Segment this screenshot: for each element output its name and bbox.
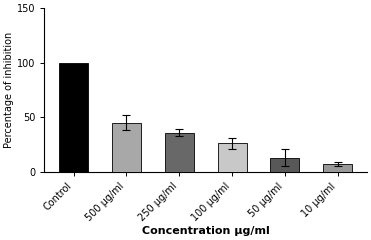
Bar [165,132,194,172]
Bar [112,123,141,172]
Bar [217,144,247,172]
Bar [59,63,88,172]
X-axis label: Concentration μg/ml: Concentration μg/ml [142,226,269,236]
Bar [270,158,299,172]
Y-axis label: Percentage of inhibition: Percentage of inhibition [4,32,14,148]
Bar [323,164,352,172]
